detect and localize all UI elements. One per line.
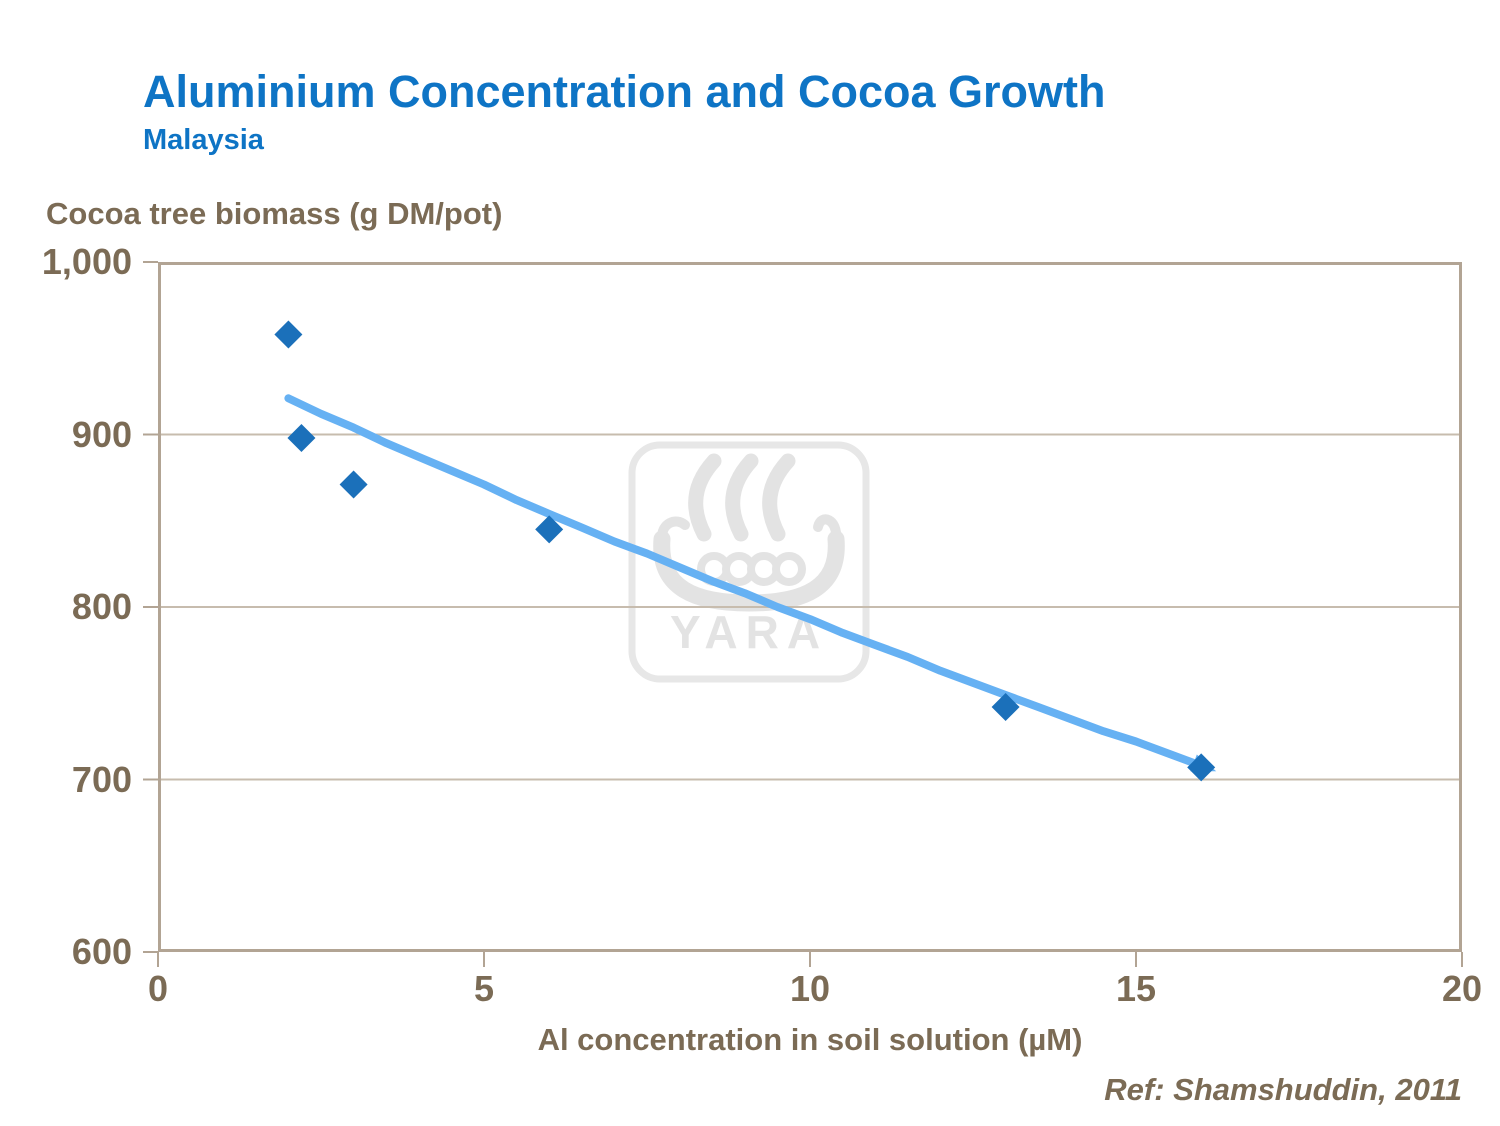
data-point-diamond xyxy=(274,320,303,349)
chart-title: Aluminium Concentration and Cocoa Growth xyxy=(143,66,1106,117)
y-axis-title: Cocoa tree biomass (g DM/pot) xyxy=(46,196,503,231)
y-tick-label: 700 xyxy=(71,758,132,800)
x-tick-label: 5 xyxy=(473,968,495,1009)
x-tick-label: 15 xyxy=(1115,968,1157,1009)
data-point-diamond xyxy=(991,693,1020,722)
y-tick-label: 800 xyxy=(71,586,132,627)
plot-area-border xyxy=(158,262,1462,952)
y-tick-label: 900 xyxy=(71,413,132,455)
viking-prow-right-icon xyxy=(813,514,842,544)
viking-sail-icon xyxy=(725,453,759,542)
data-point-diamond xyxy=(1187,753,1216,782)
x-axis-title: Al concentration in soil solution (µM) xyxy=(537,1022,1083,1057)
x-tick-label: 10 xyxy=(789,968,831,1009)
viking-sail-icon xyxy=(688,453,722,542)
data-point-diamond xyxy=(535,515,564,544)
trend-line xyxy=(284,394,1206,770)
x-tick-label: 20 xyxy=(1441,968,1483,1009)
y-tick-label: 600 xyxy=(71,931,132,972)
reference-text: Ref: Shamshuddin, 2011 xyxy=(1104,1072,1462,1107)
viking-hull-icon xyxy=(653,530,845,612)
chart-subtitle: Malaysia xyxy=(143,124,264,156)
viking-prow-left-icon xyxy=(657,516,690,544)
viking-sail-icon xyxy=(762,453,796,542)
viking-shield-icon xyxy=(772,552,806,586)
watermark-frame xyxy=(628,441,870,683)
y-tick-label: 1,000 xyxy=(41,241,132,282)
data-point-diamond xyxy=(287,423,316,452)
data-point-diamond xyxy=(339,470,368,499)
x-tick-label: 0 xyxy=(147,968,169,1009)
yara-watermark-logo: YARA xyxy=(628,441,870,683)
